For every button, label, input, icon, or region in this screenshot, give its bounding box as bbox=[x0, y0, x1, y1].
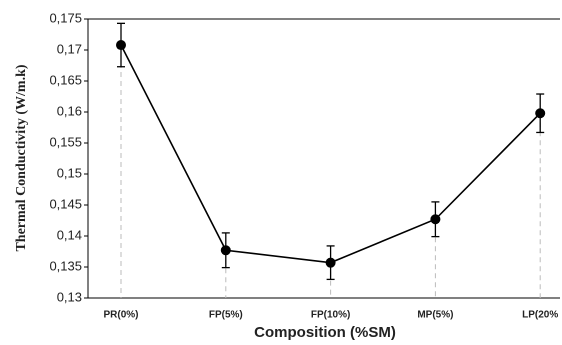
y-tick-label: 0,17 bbox=[57, 41, 82, 56]
y-tick-label: 0,14 bbox=[57, 227, 82, 242]
y-tick-label: 0,175 bbox=[49, 10, 82, 25]
y-tick-label: 0,165 bbox=[49, 72, 82, 87]
x-tick-label: FP(10%) bbox=[311, 310, 350, 321]
y-tick-label: 0,135 bbox=[49, 258, 82, 273]
y-tick-label: 0,16 bbox=[57, 103, 82, 118]
line bbox=[120, 44, 541, 264]
point bbox=[220, 245, 231, 256]
point bbox=[535, 108, 546, 119]
y-tick-label: 0,145 bbox=[49, 196, 82, 211]
x-tick-label: PR(0%) bbox=[103, 310, 138, 321]
y-tick-label: 0,155 bbox=[49, 134, 82, 149]
x-axis-title: Composition (%SM) bbox=[254, 324, 396, 341]
point bbox=[325, 257, 336, 268]
x-tick-label: LP(20% bbox=[522, 310, 558, 321]
point bbox=[116, 40, 126, 51]
point bbox=[430, 214, 441, 225]
x-tick-label: MP(5%) bbox=[417, 310, 453, 321]
y-axis-title: Thermal Conductivity (W/m.k) bbox=[14, 64, 29, 251]
x-tick-label: FP(5%) bbox=[209, 310, 243, 321]
y-tick-label: 0,13 bbox=[57, 289, 82, 304]
y-tick-label: 0,15 bbox=[57, 165, 82, 180]
